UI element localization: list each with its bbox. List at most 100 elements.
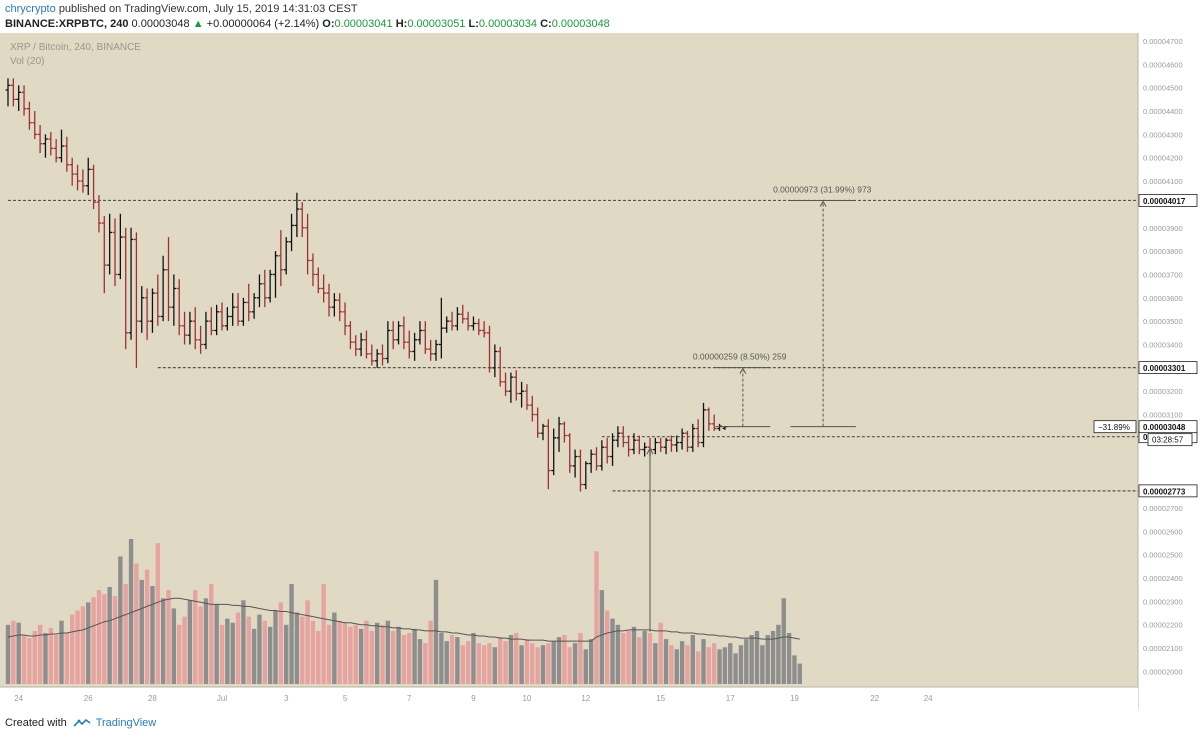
level-badge [1138,194,1198,207]
time-tick-label: 24 [14,694,23,703]
volume-bar [492,647,498,684]
volume-bar [59,620,64,684]
volume-bar [658,622,663,684]
volume-bar [455,637,460,684]
volume-bar [284,624,289,684]
volume-bar [278,602,284,684]
author-link[interactable]: chrycrypto [5,3,56,15]
ohlc-bar [663,437,669,455]
volume-bar [64,632,70,684]
volume-bar [273,610,278,684]
ohlc-bar [524,384,530,410]
ohlc-bar [449,311,455,331]
time-tick-label: Jul [217,694,227,703]
ohlc-bar [422,321,428,354]
volume-bar [439,632,444,684]
ohlc-bar [364,330,369,359]
volume-bar [744,639,749,684]
volume-bar [391,630,396,684]
ohlc-bar [69,157,75,186]
ohlc-bar [353,335,359,357]
ohlc-bar [241,297,246,326]
ohlc-bar [273,251,278,298]
ohlc-bar [642,442,648,457]
volume-bar [685,645,690,684]
volume-bar [626,630,631,684]
ohlc-bar [556,416,562,452]
level-badge-label: 0.00004017 [1143,197,1186,206]
price-tick-label: 0.00003400 [1143,340,1183,349]
time-tick-label: 26 [84,694,93,703]
volume-bar [508,635,514,684]
level-badge [1138,484,1198,498]
volume-bar [214,604,219,684]
ohlc-bar [604,437,610,464]
ohlc-bar [85,157,91,196]
price-tick-label: 0.00002100 [1143,644,1183,653]
volume-bar [144,569,150,684]
ohlc-bar [508,372,514,403]
volume-bar [433,579,439,684]
measure-arrowhead-icon [739,367,747,374]
ohlc-bar [43,134,48,158]
level-lines-layer [8,199,1138,492]
volume-bar [332,612,337,684]
volume-bar [797,663,802,684]
ohlc-bar [117,213,123,280]
ohlc-bar [529,395,535,422]
ohlc-bar [171,274,177,326]
tradingview-brand-link[interactable]: TradingView [95,717,157,729]
last-price: 0.00003048 [131,18,190,30]
ohlc-bar [535,407,541,438]
time-tick-label: 3 [284,694,289,703]
price-axis[interactable]: 0.00004700 0.00004600 0.00004500 0.00004400… [1093,37,1198,676]
time-tick-label: 5 [343,694,348,703]
ohlc-bar [224,307,230,331]
current-price-badge [1138,420,1198,434]
price-tick-label: 0.00004200 [1143,154,1183,163]
price-tick-label: 0.00003700 [1143,270,1183,279]
volume-bar [540,645,546,684]
volume-bar [70,614,75,684]
ohlc-bar [198,325,203,354]
chart-area[interactable]: 0.00000259 (8.50%) 259 0.00000973 (31.99%… [0,33,1200,709]
price-tick-label: 0.00002700 [1143,504,1183,513]
ohlc-bar [160,255,166,322]
ohlc-bar [27,101,32,130]
ohlc-bar [80,169,86,193]
close-label: C: [540,18,552,30]
volume-bar [407,632,412,684]
ohlc-bar [396,321,401,345]
price-tick-label: 0.00004500 [1143,84,1183,93]
price-tick-label: 0.00003800 [1143,247,1183,256]
ohlc-bar [337,293,343,322]
ohlc-bar [150,288,155,333]
ohlc-bar [711,414,717,431]
volume-bar [160,598,166,684]
volume-bar [21,635,27,684]
chart-background [0,33,1138,687]
volume-bar [353,624,358,684]
ohlc-bar [32,111,38,140]
volume-bar [348,626,353,684]
volume-bar [776,624,781,684]
volume-bar [674,649,679,684]
volume-bar [5,624,11,684]
ohlc-bar [321,274,327,303]
level-badge-label: 0.00002773 [1143,487,1186,496]
ohlc-bar [305,213,310,275]
volume-bar [246,616,251,684]
volume-bar [412,628,417,684]
volume-bar [637,637,642,684]
ohlc-bar [444,316,450,333]
low-value: 0.00003034 [478,18,538,30]
ohlc-bar [658,437,664,452]
volume-bar [310,620,316,684]
time-axis[interactable]: 24 26 28 Jul 3 5 7 9 10 12 15 17 19 22 24 [14,694,933,703]
ohlc-bar [540,423,546,441]
ohlc-bar [562,421,567,443]
pct-badge [1093,420,1137,434]
price-chart[interactable]: 0.00000259 (8.50%) 259 0.00000973 (31.99%… [0,33,1200,709]
ohlc-bar [230,293,236,326]
time-tick-label: 7 [407,694,412,703]
